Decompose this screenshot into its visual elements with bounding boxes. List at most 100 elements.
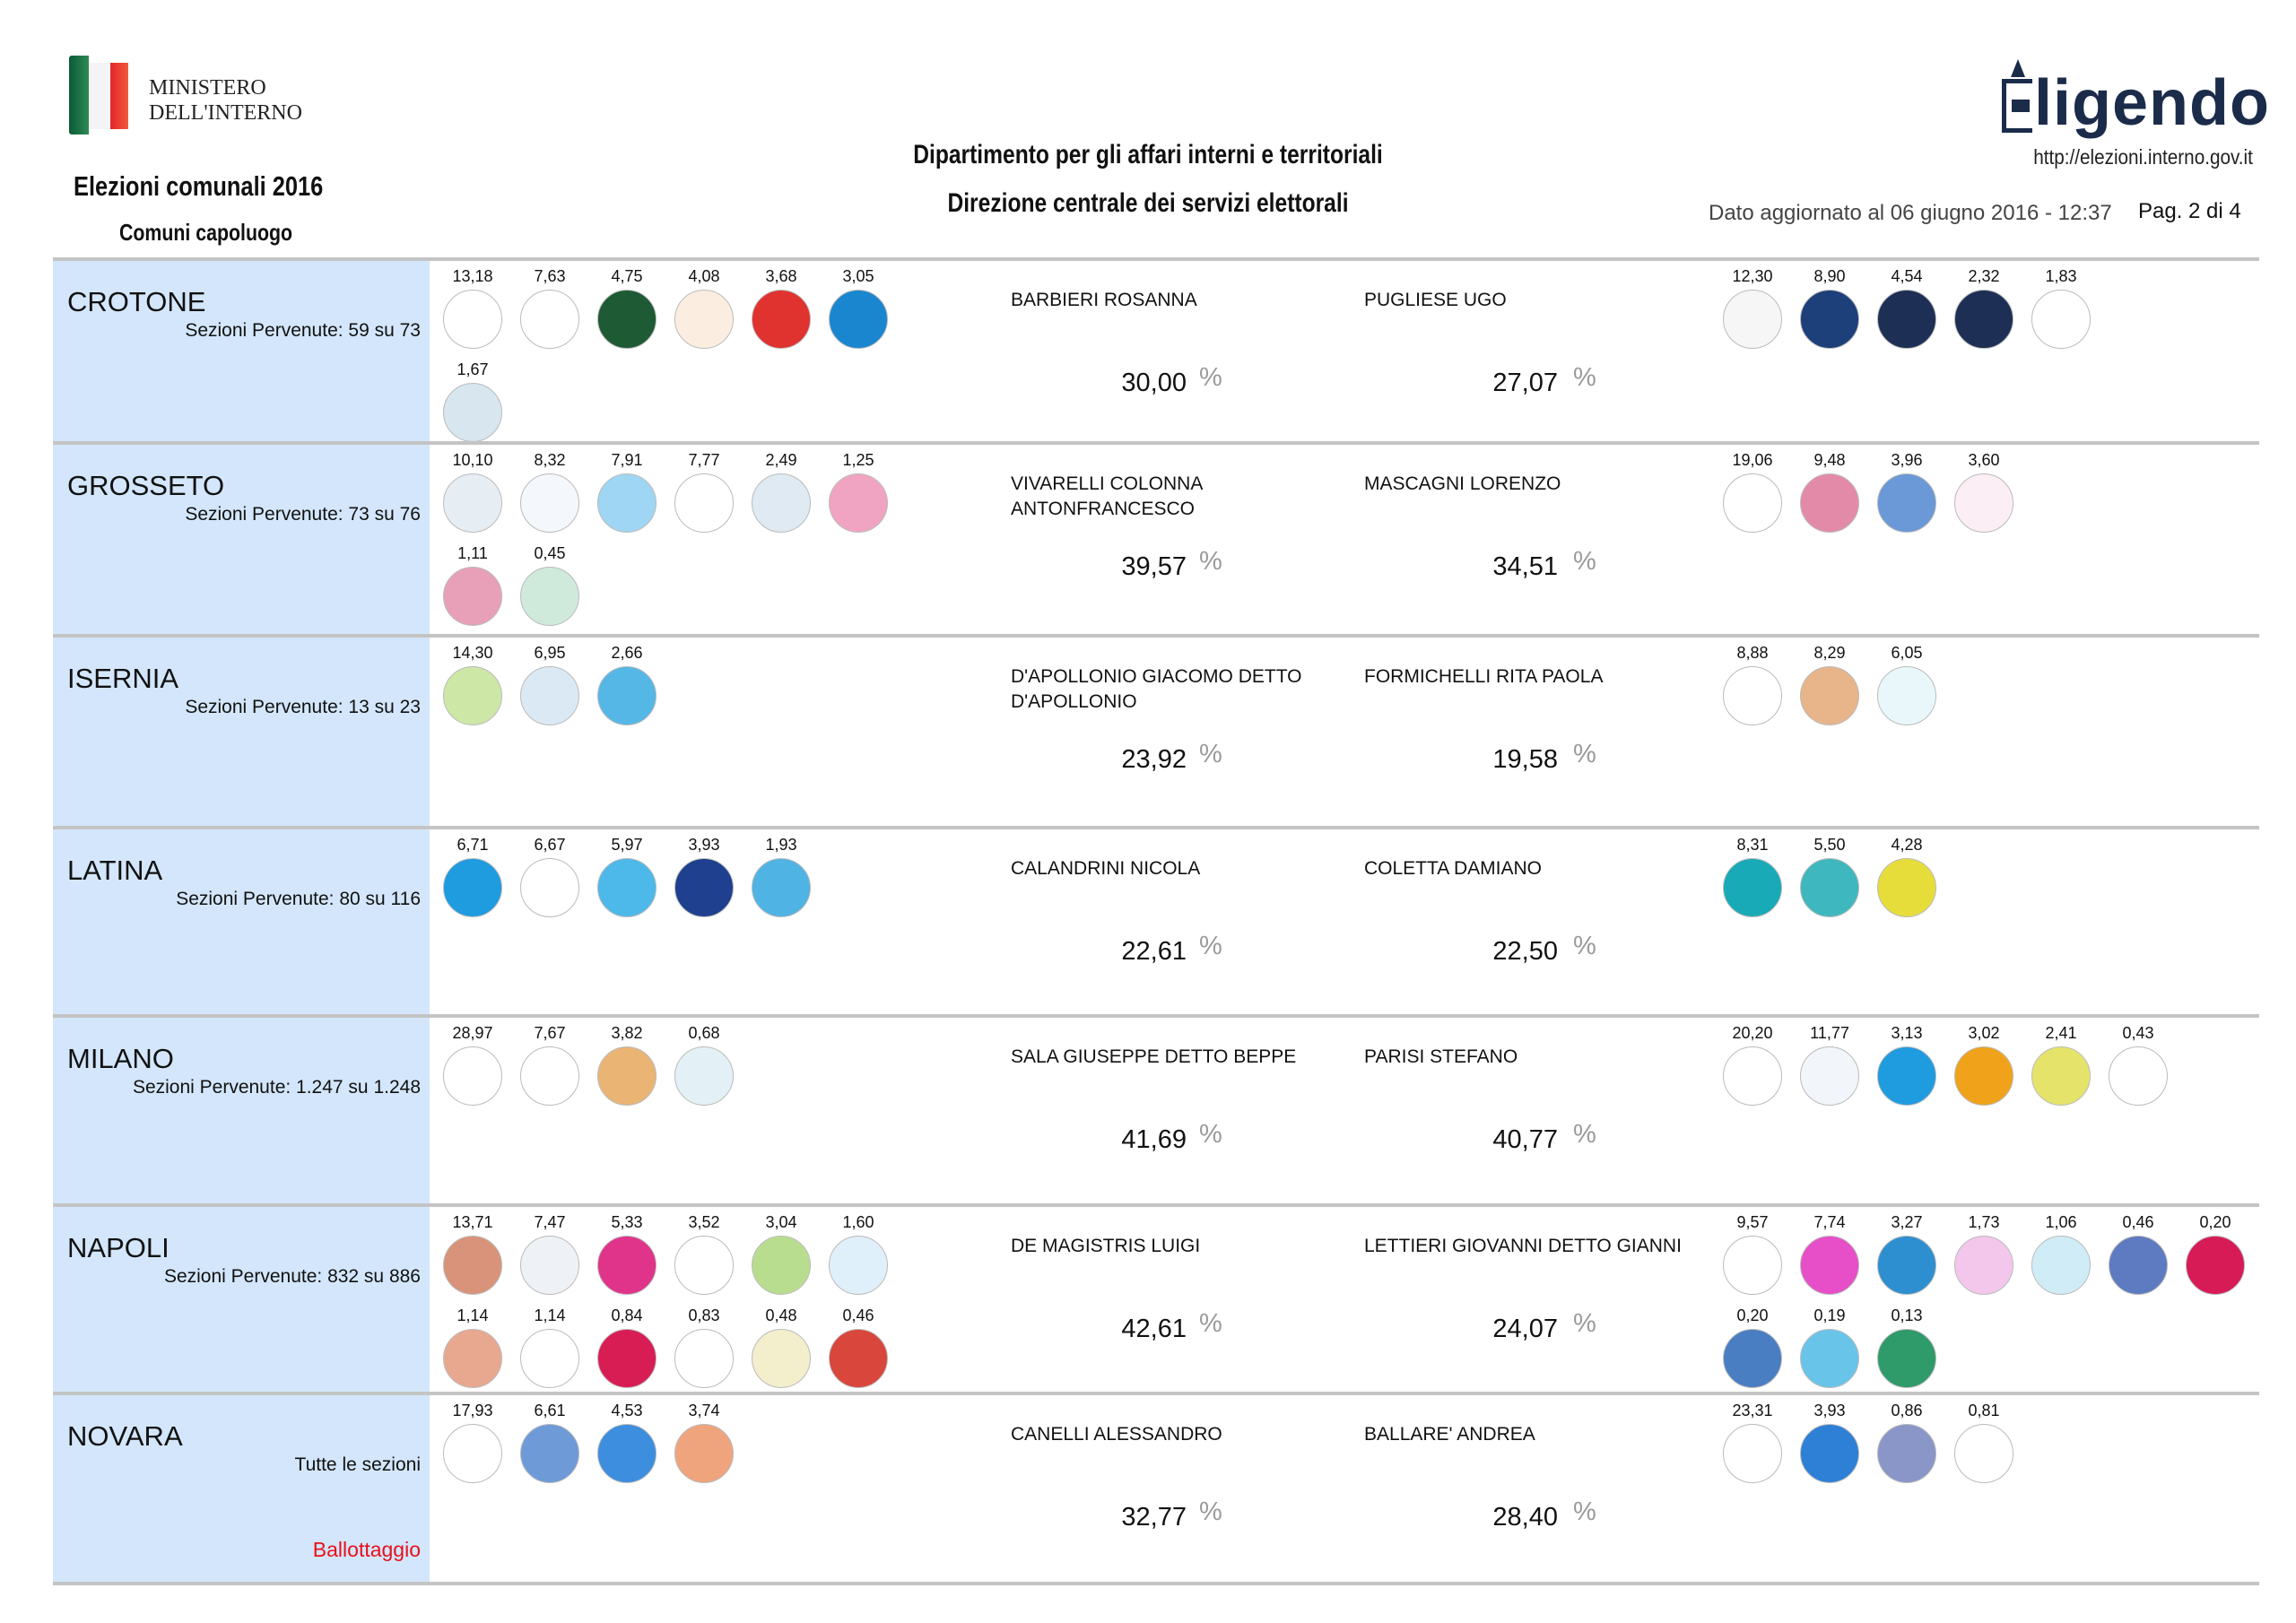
list-result: 14,30: [434, 643, 511, 725]
city-row: GROSSETO Sezioni Pervenute: 73 su 76 10,10…: [53, 441, 2259, 634]
list-result: 13,18: [434, 266, 511, 349]
party-logo-icon: [520, 666, 579, 725]
list-percentage: 0,46: [842, 1306, 874, 1324]
city-name: GROSSETO: [67, 470, 225, 501]
list-result: 8,90: [1791, 266, 1868, 349]
party-logo-icon: [520, 1236, 579, 1295]
candidate-percentage: 40,77: [1492, 1125, 1558, 1154]
percent-sign: %: [1573, 740, 1596, 768]
candidate-name: D'APOLLONIO GIACOMO DETTO D'APOLLONIO: [1011, 666, 1302, 712]
list-result: 5,97: [588, 835, 665, 917]
party-logo-icon: [1800, 1046, 1859, 1106]
sections-reported: Sezioni Pervenute: 59 su 73: [185, 320, 421, 341]
list-percentage: 4,08: [688, 267, 720, 285]
party-logo-icon: [1877, 858, 1936, 917]
page-indicator: Pag. 2 di 4: [2138, 199, 2241, 223]
party-logo-icon: [1877, 666, 1936, 725]
party-logo-icon: [597, 473, 657, 533]
list-percentage: 1,14: [457, 1306, 489, 1324]
list-result: 7,47: [511, 1212, 588, 1295]
party-logo-icon: [2031, 1236, 2091, 1295]
party-logo-icon: [674, 858, 734, 917]
party-logo-icon: [443, 290, 502, 349]
list-result: 7,63: [511, 266, 588, 349]
list-percentage: 0,19: [1813, 1306, 1846, 1324]
list-result: 3,27: [1868, 1212, 1945, 1295]
directorate-title: Direzione centrale dei servizi elettoral…: [947, 188, 1349, 218]
list-percentage: 0,86: [1891, 1402, 1923, 1419]
list-percentage: 4,53: [611, 1402, 643, 1419]
party-logo-icon: [1800, 1424, 1859, 1483]
site-url[interactable]: http://elezioni.interno.gov.it: [2033, 145, 2253, 169]
sections-reported: Tutte le sezioni: [294, 1454, 421, 1475]
list-percentage: 2,41: [2045, 1024, 2077, 1042]
party-logo-icon: [1723, 1329, 1782, 1388]
list-percentage: 3,74: [688, 1402, 720, 1419]
list-percentage: 5,50: [1813, 836, 1846, 854]
list-result: 1,06: [2022, 1212, 2100, 1295]
percent-sign: %: [1199, 363, 1222, 392]
list-percentage: 0,83: [688, 1306, 720, 1324]
list-result: 0,84: [588, 1306, 665, 1388]
sections-reported: Sezioni Pervenute: 73 su 76: [185, 504, 421, 525]
candidate-name: VIVARELLI COLONNA ANTONFRANCESCO: [1011, 473, 1203, 519]
party-logo-icon: [1800, 666, 1859, 725]
percent-sign: %: [1199, 932, 1222, 960]
party-logo-icon: [443, 1424, 502, 1483]
list-percentage: 5,33: [611, 1213, 643, 1231]
party-logo-icon: [1723, 1046, 1782, 1106]
list-percentage: 6,67: [534, 836, 566, 854]
list-percentage: 5,97: [611, 836, 643, 854]
list-percentage: 0,81: [1968, 1402, 2000, 1419]
party-logo-icon: [752, 1236, 811, 1295]
list-percentage: 4,28: [1891, 836, 1923, 854]
list-result: 10,10: [434, 450, 511, 533]
percent-sign: %: [1199, 547, 1222, 576]
percent-sign: %: [1199, 1309, 1222, 1338]
list-percentage: 4,54: [1891, 267, 1923, 285]
list-percentage: 20,20: [1732, 1024, 1773, 1042]
candidate-name: CANELLI ALESSANDRO: [1011, 1424, 1222, 1445]
table-bottom-divider: [53, 1582, 2259, 1585]
candidate-percentage: 41,69: [1121, 1125, 1187, 1154]
list-result: 1,14: [434, 1306, 511, 1388]
percent-sign: %: [1199, 1120, 1222, 1149]
list-result: 9,48: [1791, 450, 1868, 533]
list-result: 0,68: [665, 1023, 743, 1106]
sections-reported: Sezioni Pervenute: 80 su 116: [176, 889, 421, 909]
list-result: 7,67: [511, 1023, 588, 1106]
list-result: 3,05: [820, 266, 897, 349]
list-percentage: 6,61: [534, 1402, 566, 1419]
party-logo-icon: [520, 1329, 579, 1388]
candidate-percentage: 30,00: [1121, 369, 1187, 397]
list-result: 0,83: [665, 1306, 743, 1388]
candidate-percentage: 34,51: [1492, 552, 1558, 581]
list-result: 1,25: [820, 450, 897, 533]
candidate-percentage: 19,58: [1492, 745, 1558, 774]
list-result: 8,29: [1791, 643, 1868, 725]
list-result: 1,67: [434, 360, 511, 442]
list-percentage: 11,77: [1810, 1024, 1849, 1042]
list-percentage: 3,93: [1813, 1402, 1846, 1419]
list-percentage: 0,46: [2122, 1213, 2154, 1231]
list-result: 3,68: [743, 266, 820, 349]
list-percentage: 1,11: [457, 544, 488, 562]
list-result: 4,53: [588, 1401, 665, 1483]
percent-sign: %: [1573, 932, 1596, 960]
list-result: 23,31: [1714, 1401, 1791, 1483]
list-result: 1,73: [1945, 1212, 2022, 1295]
party-logo-icon: [752, 290, 811, 349]
list-percentage: 3,02: [1968, 1024, 2000, 1042]
list-result: 0,48: [743, 1306, 820, 1388]
department-title: Dipartimento per gli affari interni e te…: [913, 140, 1383, 169]
list-percentage: 1,60: [842, 1213, 874, 1231]
list-result: 3,60: [1945, 450, 2022, 533]
list-result: 3,93: [1791, 1401, 1868, 1483]
list-result: 0,43: [2100, 1023, 2177, 1106]
list-result: 3,04: [743, 1212, 820, 1295]
ballot-icon: [2011, 59, 2025, 77]
city-column: CROTONE Sezioni Pervenute: 59 su 73: [53, 261, 430, 441]
party-logo-icon: [752, 473, 811, 533]
list-percentage: 7,47: [534, 1213, 566, 1231]
list-result: 6,71: [434, 835, 511, 917]
